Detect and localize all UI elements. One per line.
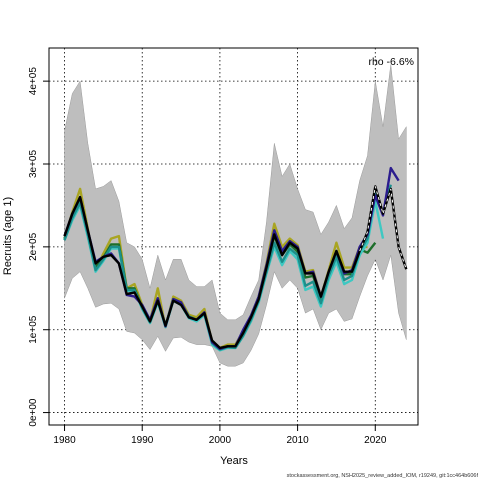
x-tick-label: 2000: [209, 435, 232, 446]
x-tick-label: 1980: [53, 435, 76, 446]
y-tick-label: 0e+00: [28, 398, 39, 427]
y-tick-label: 4e+05: [28, 67, 39, 96]
series-lines: [63, 166, 408, 352]
series-line-main: [63, 185, 408, 350]
rho-annotation: rho -6.6%: [368, 56, 414, 68]
y-axis-title: Recruits (age 1): [2, 197, 14, 275]
y-axis: 0e+00 1e+05 2e+05 3e+05 4e+05: [28, 67, 50, 427]
series-line-main-dash: [359, 186, 407, 270]
confidence-band: [64, 64, 407, 367]
x-tick-label: 2010: [286, 435, 309, 446]
y-tick-label: 2e+05: [28, 232, 39, 261]
x-axis: 1980 1990 2000 2010 2020: [53, 424, 387, 446]
footer-credit: stockassessment.org, NSH2025_review_adde…: [287, 473, 479, 479]
x-tick-label: 1990: [131, 435, 154, 446]
y-tick-label: 3e+05: [28, 150, 39, 179]
x-tick-label: 2020: [364, 435, 387, 446]
x-axis-title: Years: [220, 455, 248, 467]
y-tick-label: 1e+05: [28, 315, 39, 344]
